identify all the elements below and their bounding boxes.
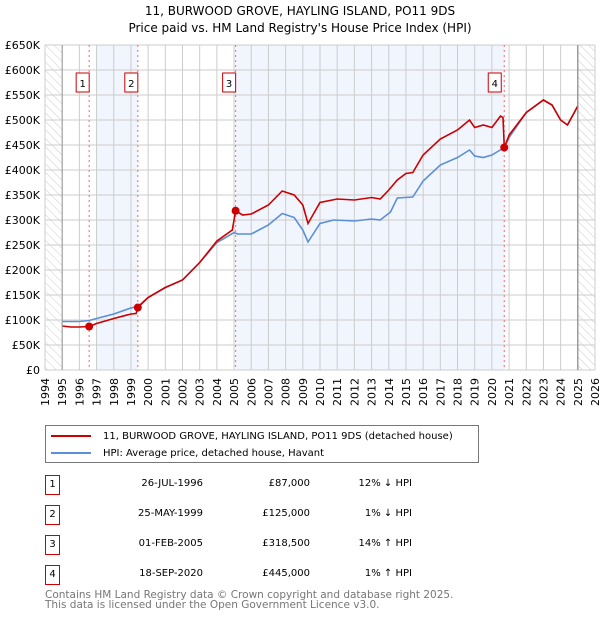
legend-label: HPI: Average price, detached house, Hava… (103, 447, 325, 459)
x-tick-label: 2010 (314, 378, 327, 406)
sale-marker: 2 (45, 505, 60, 525)
x-tick-label: 2002 (177, 378, 190, 406)
y-tick-label: £300K (5, 214, 41, 227)
footer-line: Contains HM Land Registry data © Crown c… (45, 589, 454, 601)
y-tick-label: £50K (12, 339, 41, 352)
x-tick-label: 1998 (108, 378, 121, 406)
sale-label: 1 (79, 79, 85, 90)
sale-hpi: 1% ↑ HPI (364, 568, 412, 579)
x-tick-label: 2026 (589, 378, 600, 406)
x-tick-label: 2019 (469, 378, 482, 406)
x-tick-label: 2004 (211, 378, 224, 406)
x-tick-label: 2024 (555, 378, 568, 406)
x-tick-label: 2001 (159, 378, 172, 406)
sale-date: 01-FEB-2005 (138, 538, 203, 549)
sale-label: 2 (128, 79, 134, 90)
sale-label-box (487, 72, 502, 93)
sale-price: £125,000 (262, 508, 310, 519)
x-tick-label: 2025 (572, 378, 585, 406)
x-tick-label: 2016 (417, 378, 430, 406)
x-tick-label: 2023 (537, 378, 550, 406)
sale-date: 25-MAY-1999 (137, 508, 203, 519)
legend-swatch-red (51, 435, 91, 437)
y-tick-label: £650K (5, 39, 41, 52)
sale-marker: 3 (45, 535, 60, 555)
footer: Contains HM Land Registry data © Crown c… (45, 589, 454, 611)
x-tick-label: 2018 (452, 378, 465, 406)
sale-point (133, 303, 142, 312)
x-tick-label: 2011 (331, 378, 344, 406)
y-tick-label: £550K (5, 89, 41, 102)
x-tick-label: 2022 (520, 378, 533, 406)
y-tick-label: £500K (5, 114, 41, 127)
x-tick-label: 2017 (434, 378, 447, 406)
y-tick-label: £600K (5, 64, 41, 77)
hatched-period (45, 45, 63, 370)
sale-price: £318,500 (262, 538, 310, 549)
y-tick-label: £350K (5, 189, 41, 202)
y-tick-label: £200K (5, 264, 41, 277)
sale-point (231, 206, 240, 215)
sale-hpi: 1% ↓ HPI (364, 508, 412, 519)
chart-title: 11, BURWOOD GROVE, HAYLING ISLAND, PO11 … (145, 4, 455, 18)
x-tick-label: 2007 (262, 378, 275, 406)
hatched-period (577, 45, 595, 370)
sale-label: 3 (226, 79, 232, 90)
sale-marker: 4 (45, 565, 60, 585)
y-tick-label: £100K (5, 314, 41, 327)
sale-label: 4 (492, 79, 498, 90)
price-chart: 11, BURWOOD GROVE, HAYLING ISLAND, PO11 … (5, 4, 600, 406)
x-tick-label: 1995 (56, 378, 69, 406)
shaded-period (235, 45, 505, 370)
sale-point (500, 143, 509, 152)
x-tick-label: 2005 (228, 378, 241, 406)
footer-line: This data is licensed under the Open Gov… (45, 599, 380, 611)
x-tick-label: 2006 (245, 378, 258, 406)
legend-item-hpi: HPI: Average price, detached house, Hava… (46, 445, 324, 461)
x-tick-label: 2020 (486, 378, 499, 406)
sale-point (85, 322, 94, 331)
x-tick-label: 1996 (73, 378, 86, 406)
x-tick-label: 1994 (39, 378, 52, 406)
table-row: 2 25-MAY-1999 £125,000 1% ↓ HPI (45, 505, 445, 525)
sale-price: £87,000 (268, 478, 310, 489)
table-row: 3 01-FEB-2005 £318,500 14% ↑ HPI (45, 535, 445, 555)
sale-marker: 1 (45, 475, 60, 495)
y-tick-label: £250K (5, 239, 41, 252)
x-tick-label: 2015 (400, 378, 413, 406)
legend-swatch-blue (51, 452, 91, 454)
y-tick-label: £0 (26, 364, 40, 377)
sale-label-box (124, 72, 139, 93)
x-tick-label: 2000 (142, 378, 155, 406)
x-tick-label: 2013 (366, 378, 379, 406)
sale-hpi: 12% ↓ HPI (358, 478, 412, 489)
x-tick-label: 1999 (125, 378, 138, 406)
x-tick-label: 2008 (280, 378, 293, 406)
x-tick-label: 2021 (503, 378, 516, 406)
sale-label-box (75, 72, 90, 93)
sale-hpi: 14% ↑ HPI (358, 538, 412, 549)
table-row: 1 26-JUL-1996 £87,000 12% ↓ HPI (45, 475, 445, 495)
legend: 11, BURWOOD GROVE, HAYLING ISLAND, PO11 … (45, 425, 479, 463)
sale-label-box (222, 72, 237, 93)
x-tick-label: 2009 (297, 378, 310, 406)
sale-price: £445,000 (262, 568, 310, 579)
table-row: 4 18-SEP-2020 £445,000 1% ↑ HPI (45, 565, 445, 585)
y-tick-label: £400K (5, 164, 41, 177)
x-tick-label: 2003 (194, 378, 207, 406)
x-tick-label: 2014 (383, 378, 396, 406)
chart-subtitle: Price paid vs. HM Land Registry's House … (128, 21, 471, 35)
sale-date: 26-JUL-1996 (141, 478, 203, 489)
y-tick-label: £150K (5, 289, 41, 302)
sale-date: 18-SEP-2020 (139, 568, 203, 579)
y-tick-label: £450K (5, 139, 41, 152)
x-tick-label: 2012 (348, 378, 361, 406)
legend-item-property: 11, BURWOOD GROVE, HAYLING ISLAND, PO11 … (46, 428, 453, 444)
legend-label: 11, BURWOOD GROVE, HAYLING ISLAND, PO11 … (103, 430, 453, 442)
x-tick-label: 1997 (91, 378, 104, 406)
